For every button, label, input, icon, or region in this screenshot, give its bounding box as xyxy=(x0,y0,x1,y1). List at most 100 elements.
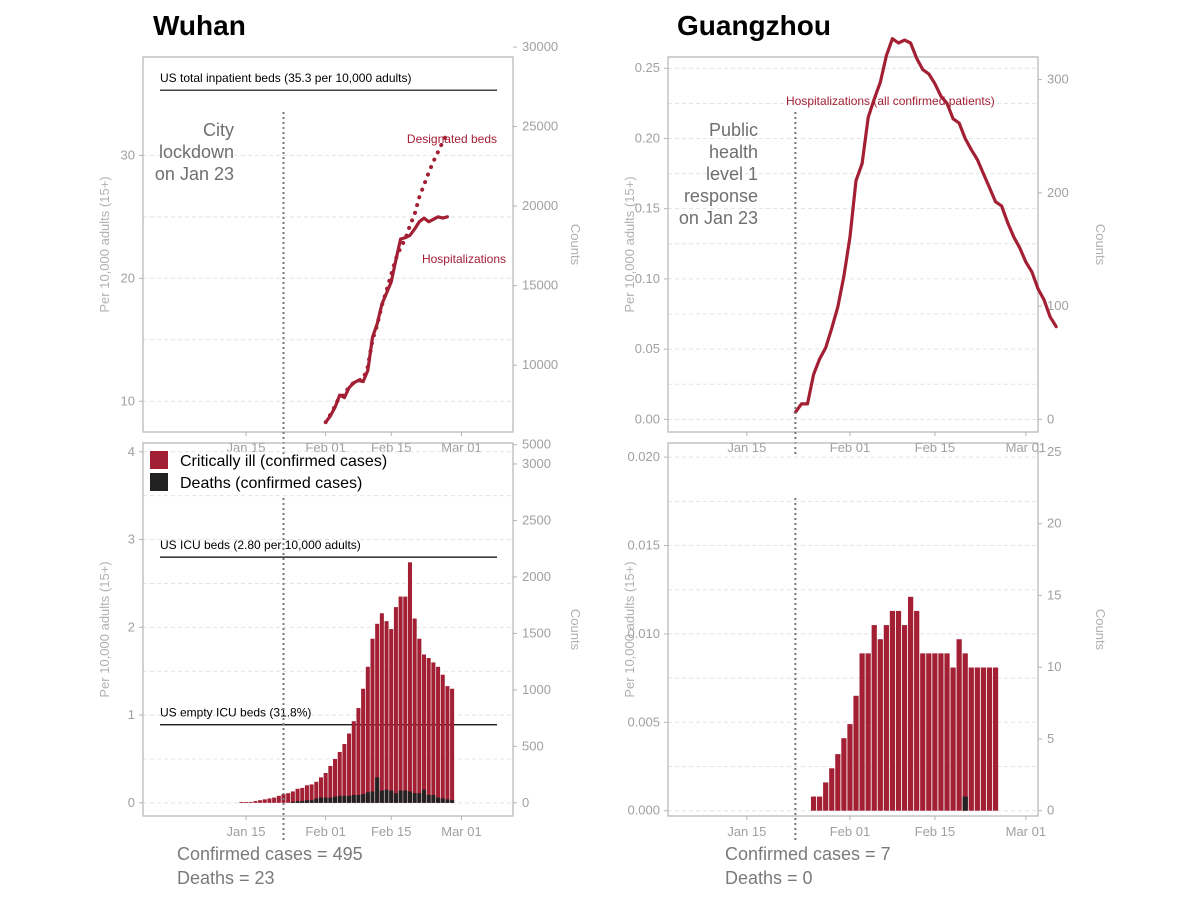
critical-bar xyxy=(847,724,853,811)
y-right-axis-title: Counts xyxy=(1093,224,1108,266)
y-right-axis-title: Counts xyxy=(1093,609,1108,651)
x-tick-label: Jan 15 xyxy=(227,824,266,839)
event-annotation-line: Public xyxy=(709,120,758,140)
x-tick-label: Feb 15 xyxy=(915,440,955,455)
critical-bar xyxy=(375,623,380,803)
critical-bar xyxy=(853,695,859,811)
critical-bar xyxy=(417,638,422,803)
wuhan-summary: Confirmed cases = 495 Deaths = 23 xyxy=(177,842,363,890)
critical-bar xyxy=(398,596,403,803)
hospitalizations-line xyxy=(324,215,449,424)
plot-frame xyxy=(667,442,1039,817)
y-tick-label: 2 xyxy=(128,619,135,634)
critical-bar xyxy=(351,721,356,803)
death-bar xyxy=(304,800,309,803)
critical-bar xyxy=(403,596,408,803)
critical-bar xyxy=(384,621,389,803)
critical-bar xyxy=(865,653,871,811)
death-bar xyxy=(309,800,314,803)
series-label: Designated beds xyxy=(407,132,497,146)
critical-bar xyxy=(810,796,817,811)
death-bar xyxy=(393,793,398,803)
critical-bar xyxy=(407,562,412,803)
x-tick-label: Mar 01 xyxy=(1006,440,1046,455)
y-right-tick-label: 3000 xyxy=(522,456,551,471)
death-bar xyxy=(328,797,333,803)
wuhan-deaths: Deaths = 23 xyxy=(177,868,275,888)
critical-bar xyxy=(267,798,272,803)
x-tick-label: Feb 15 xyxy=(371,824,411,839)
critical-bar xyxy=(895,610,902,811)
critical-bar xyxy=(244,801,249,803)
designated-beds-line xyxy=(323,131,450,425)
critical-bar xyxy=(379,613,384,803)
y-tick-label: 0.000 xyxy=(627,803,660,818)
y-right-tick-label: 1000 xyxy=(522,682,551,697)
y-right-tick-label: 1500 xyxy=(522,625,551,640)
critical-bar xyxy=(318,777,323,803)
critical-bar xyxy=(944,653,950,811)
death-bar xyxy=(318,797,323,803)
reference-line-label: US ICU beds (2.80 per 10,000 adults) xyxy=(160,538,361,552)
death-bar xyxy=(445,799,450,803)
critical-bar xyxy=(262,799,267,803)
death-bar xyxy=(421,789,427,803)
event-annotation-line: lockdown xyxy=(159,142,234,162)
critical-bar xyxy=(823,782,829,811)
critical-bar xyxy=(356,708,361,803)
critical-bar xyxy=(817,796,823,811)
y-tick-label: 0.10 xyxy=(635,271,660,286)
critical-bar xyxy=(333,758,338,803)
y-tick-label: 0.00 xyxy=(635,411,660,426)
critical-bar xyxy=(938,653,944,811)
x-tick-label: Feb 01 xyxy=(305,440,345,455)
death-bar xyxy=(389,790,394,803)
critical-bar xyxy=(309,784,314,803)
x-tick-label: Mar 01 xyxy=(441,440,481,455)
critical-bar xyxy=(883,625,889,811)
critical-bar xyxy=(253,801,258,803)
y-tick-label: 30 xyxy=(121,147,135,162)
death-bar xyxy=(407,791,412,803)
y-tick-label: 0.15 xyxy=(635,201,660,216)
reference-line-label: US total inpatient beds (35.3 per 10,000… xyxy=(160,71,412,85)
y-right-tick-label: 20 xyxy=(1047,516,1061,531)
critical-bar xyxy=(914,610,920,811)
critical-bar xyxy=(412,618,417,803)
y-tick-label: 1 xyxy=(128,707,135,722)
death-bar xyxy=(417,793,422,803)
critical-bar xyxy=(445,686,450,803)
critical-bar xyxy=(829,768,835,811)
critical-bar xyxy=(328,765,333,803)
critical-bar xyxy=(962,653,968,811)
y-right-tick-label: 25 xyxy=(1047,444,1061,459)
critical-bar xyxy=(932,653,938,811)
hospitalizations-line xyxy=(793,37,1058,414)
guangzhou-confirmed-cases: Confirmed cases = 7 xyxy=(725,844,891,864)
x-tick-label: Jan 15 xyxy=(727,824,766,839)
death-bar xyxy=(436,797,441,803)
critical-bar xyxy=(859,653,865,811)
y-axis-title: Per 10,000 adults (15+) xyxy=(97,176,112,312)
critical-bar xyxy=(300,787,305,803)
death-bar xyxy=(431,794,436,803)
x-tick-label: Jan 15 xyxy=(227,440,266,455)
event-annotation-line: on Jan 23 xyxy=(679,208,758,228)
y-tick-label: 0.05 xyxy=(635,341,660,356)
critical-bar xyxy=(370,638,375,803)
y-right-tick-label: 25000 xyxy=(522,119,558,134)
plot-frame xyxy=(667,56,1039,433)
critical-bar xyxy=(342,744,347,803)
wuhan-title: Wuhan xyxy=(153,10,246,41)
legend-label: Critically ill (confirmed cases) xyxy=(180,453,387,470)
critical-bar xyxy=(968,667,974,811)
critical-bar xyxy=(450,688,455,803)
critical-bar xyxy=(361,688,366,803)
critical-bar xyxy=(272,797,277,803)
critical-bar xyxy=(286,793,291,803)
x-tick-label: Mar 01 xyxy=(441,824,481,839)
critical-bar xyxy=(436,666,441,803)
critical-bar xyxy=(926,653,932,811)
death-bar xyxy=(361,794,366,803)
